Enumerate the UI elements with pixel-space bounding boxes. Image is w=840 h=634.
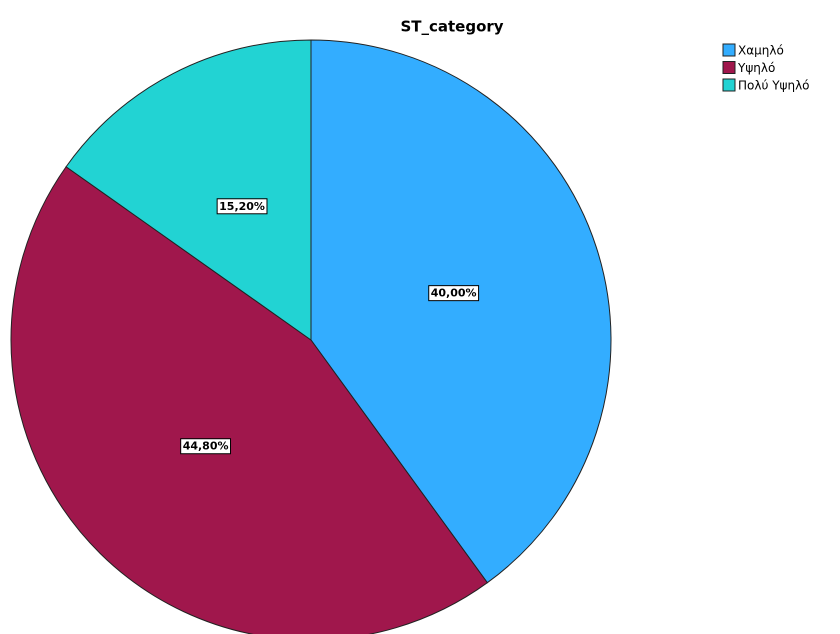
- legend-swatch: [722, 43, 736, 57]
- legend-swatch: [722, 61, 736, 74]
- value-label: 44,80%: [183, 440, 229, 453]
- chart-title: ST_category: [400, 18, 503, 36]
- legend-label: Πολύ Υψηλό: [738, 79, 810, 93]
- legend-label: Υψηλό: [737, 61, 775, 75]
- value-label-box: [216, 198, 268, 215]
- legend-swatch: [722, 78, 736, 92]
- value-label: 15,20%: [219, 200, 265, 213]
- value-label: 40,00%: [431, 287, 477, 300]
- pie-slice: [10, 166, 489, 634]
- pie-slice: [310, 39, 612, 584]
- value-label-box: [180, 438, 232, 455]
- pie-slice: [65, 39, 312, 341]
- legend-label: Χαμηλό: [738, 44, 784, 58]
- value-label-box: [428, 285, 480, 302]
